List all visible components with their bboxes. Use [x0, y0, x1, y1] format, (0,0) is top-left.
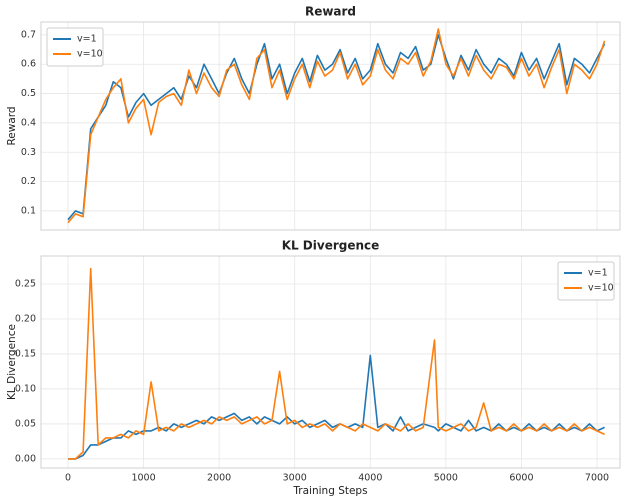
x-tick-label: 7000 — [585, 473, 609, 484]
plot-area — [41, 22, 620, 230]
line-series — [67, 28, 606, 224]
plot-area — [41, 256, 620, 468]
y-tick-label: 0.5 — [21, 88, 36, 99]
legend-box — [46, 27, 104, 67]
x-tick-label: 6000 — [509, 473, 533, 484]
x-tick-label: 4000 — [358, 473, 382, 484]
y-tick-label: 0.2 — [21, 176, 36, 187]
y-tick-label: 0.05 — [15, 418, 36, 429]
y-tick-label: 0.6 — [21, 59, 36, 70]
x-tick-label: 2000 — [207, 473, 231, 484]
y-tick-label: 0.1 — [21, 205, 36, 216]
x-tick-label: 5000 — [434, 473, 458, 484]
legend-box — [557, 261, 615, 301]
legend: v=1 v=10 — [46, 27, 104, 67]
y-tick-label: 0.7 — [21, 29, 36, 40]
x-tick-label: 1000 — [131, 473, 155, 484]
legend-label: v=1 — [588, 268, 608, 279]
y-tick-label: 0.00 — [15, 453, 36, 464]
y-tick-label: 0.3 — [21, 147, 36, 158]
chart-title: KL Divergence — [282, 239, 380, 253]
legend-label: v=1 — [77, 34, 97, 45]
axes-frame — [40, 255, 621, 469]
y-tick-label: 0.20 — [15, 313, 36, 324]
chart-title: Reward — [305, 5, 356, 19]
legend: v=1 v=10 — [557, 261, 615, 301]
line-series — [68, 354, 605, 460]
line-series — [68, 267, 605, 460]
x-tick-label: 0 — [65, 473, 71, 484]
line-series — [67, 34, 606, 221]
x-axis-label: Training Steps — [292, 485, 367, 497]
y-axis-label: Reward — [6, 106, 18, 145]
y-axis-label: KL Divergence — [6, 324, 18, 400]
axes-frame — [40, 21, 621, 231]
x-tick-label: 3000 — [283, 473, 307, 484]
y-tick-label: 0.25 — [15, 278, 36, 289]
y-tick-label: 0.4 — [21, 117, 36, 128]
legend-label: v=10 — [77, 49, 103, 60]
y-tick-label: 0.10 — [15, 383, 36, 394]
y-tick-label: 0.15 — [15, 348, 36, 359]
legend-label: v=10 — [588, 283, 614, 294]
